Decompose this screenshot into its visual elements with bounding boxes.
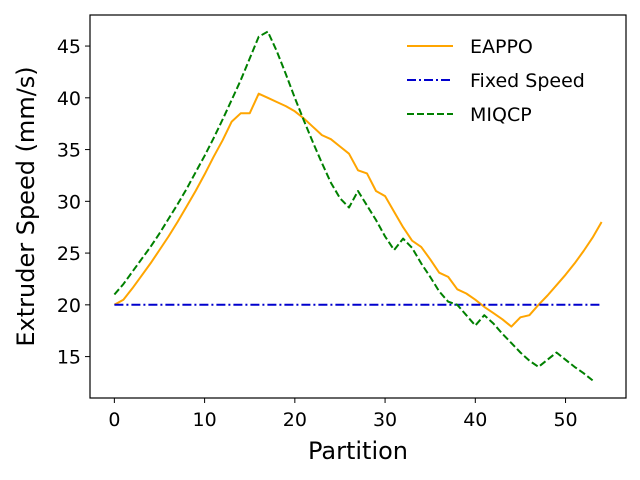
y-tick-label: 20 bbox=[57, 295, 81, 317]
y-tick-label: 45 bbox=[57, 36, 81, 58]
legend-label-2: MIQCP bbox=[470, 104, 532, 126]
y-tick-label: 30 bbox=[57, 191, 81, 213]
x-tick-label: 20 bbox=[283, 409, 307, 431]
x-tick-label: 40 bbox=[463, 409, 487, 431]
series-line-0 bbox=[113, 92, 603, 328]
y-tick-label: 25 bbox=[57, 243, 81, 265]
x-tick-label: 0 bbox=[108, 409, 120, 431]
series-layer bbox=[113, 30, 603, 382]
x-tick-label: 10 bbox=[193, 409, 217, 431]
legend: EAPPO Fixed Speed MIQCP bbox=[407, 36, 585, 126]
y-tick-label: 40 bbox=[57, 88, 81, 110]
legend-label-0: EAPPO bbox=[470, 36, 533, 58]
plot-frame bbox=[89, 14, 627, 399]
x-axis: 0 10 20 30 40 50 bbox=[108, 398, 578, 431]
legend-label-1: Fixed Speed bbox=[470, 70, 585, 92]
x-tick-label: 30 bbox=[373, 409, 397, 431]
y-tick-label: 15 bbox=[57, 347, 81, 369]
y-tick-label: 35 bbox=[57, 140, 81, 162]
series-line-2 bbox=[113, 30, 594, 382]
x-tick-label: 50 bbox=[553, 409, 577, 431]
y-axis-label: Extruder Speed (mm/s) bbox=[12, 66, 40, 346]
x-axis-label: Partition bbox=[308, 437, 408, 465]
y-axis: 15 20 25 30 35 40 45 bbox=[57, 36, 90, 369]
